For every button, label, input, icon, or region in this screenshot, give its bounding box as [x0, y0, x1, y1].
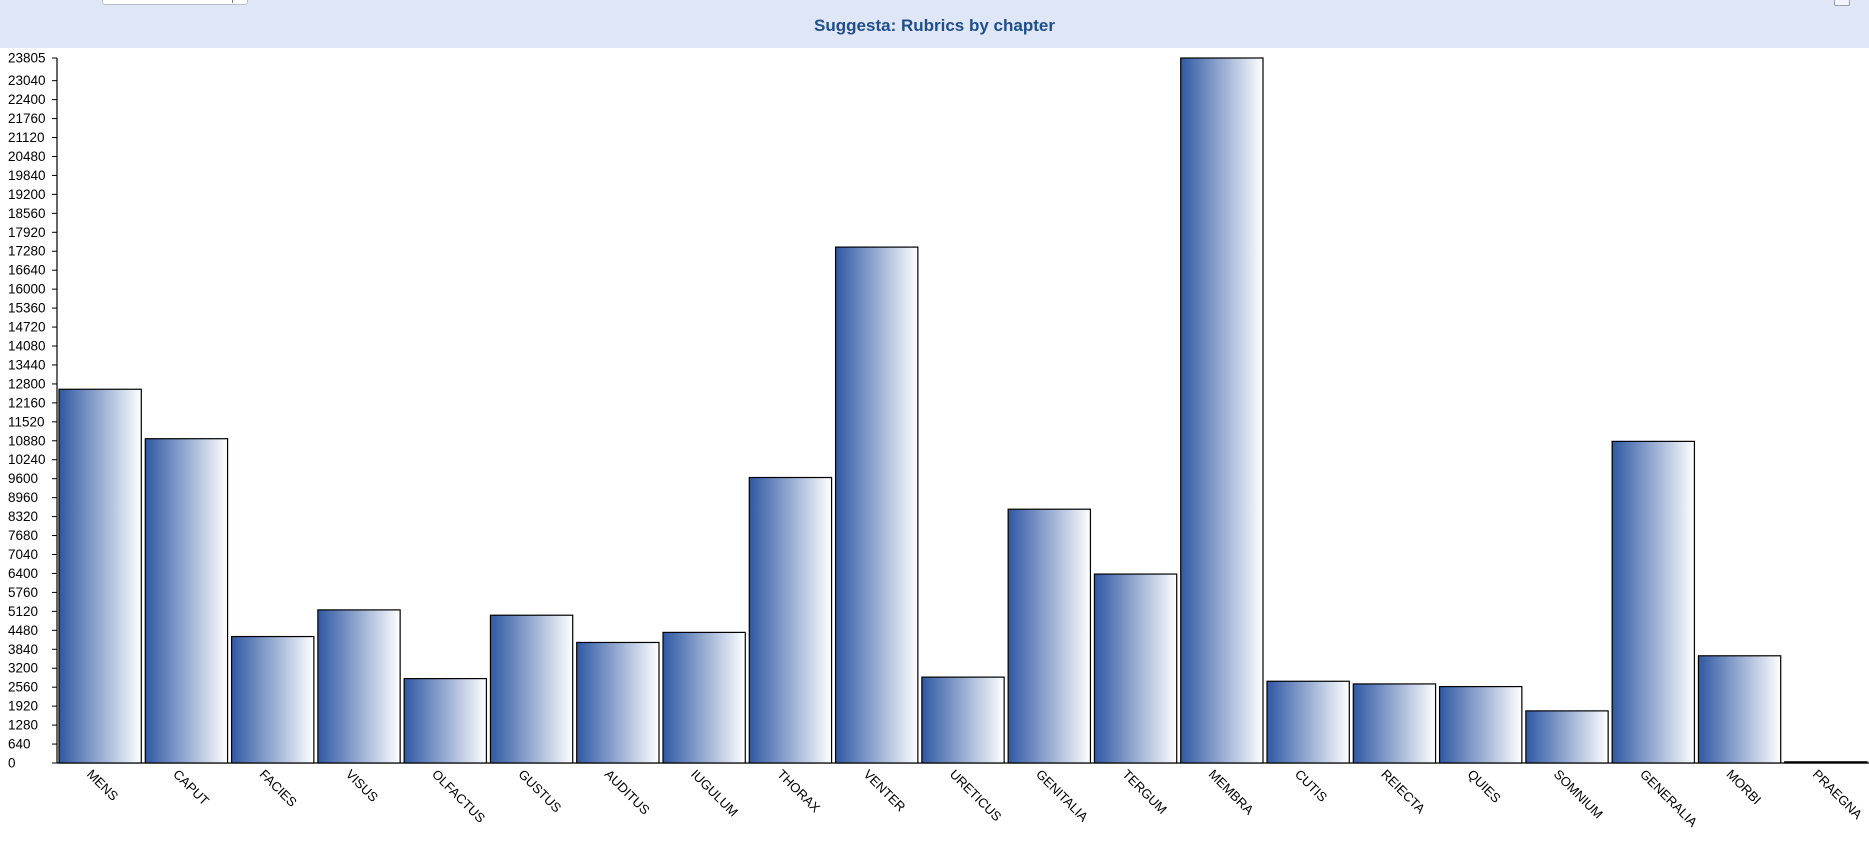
bar-thorax	[748, 476, 833, 764]
y-tick-label: 15360	[8, 301, 46, 316]
y-tick-label: 4480	[8, 623, 38, 638]
bar-auditus	[576, 641, 660, 764]
x-category-label: MORBI	[1723, 767, 1764, 808]
y-tick-label: 21120	[8, 130, 45, 145]
x-category-label: CAPUT	[170, 767, 212, 809]
bar-somnium	[1525, 710, 1609, 764]
y-tick-label: 12800	[8, 376, 46, 391]
chart-header-bar	[0, 0, 1869, 48]
bar-ureticus	[921, 676, 1005, 764]
window-corner-button[interactable]	[1834, 0, 1850, 6]
y-tick-label: 16640	[8, 263, 46, 278]
x-category-label: THORAX	[774, 767, 823, 816]
y-tick-label: 21760	[8, 111, 46, 126]
y-tick-label: 11520	[8, 414, 45, 429]
y-tick-label: 17280	[8, 244, 46, 259]
y-tick-label: 5120	[8, 604, 38, 619]
bar-series	[58, 57, 1868, 764]
x-category-label: PRAEGNA	[1810, 767, 1866, 823]
x-category-label: IUGULUM	[688, 767, 741, 820]
y-tick-label: 3200	[8, 661, 38, 676]
x-category-label: GUSTUS	[515, 767, 564, 816]
bar-facies	[230, 635, 315, 764]
y-tick-label: 10240	[8, 452, 46, 467]
x-category-label: AUDITUS	[602, 767, 653, 818]
y-tick-label: 23040	[8, 73, 46, 88]
y-tick-label: 12160	[8, 395, 46, 410]
y-tick-label: 640	[8, 737, 31, 752]
y-tick-label: 23805	[8, 51, 46, 66]
x-category-label: REIECTA	[1378, 767, 1428, 817]
y-tick-label: 6400	[8, 566, 38, 581]
y-tick-label: 14080	[8, 339, 46, 354]
y-tick-label: 2560	[8, 680, 38, 695]
y-tick-label: 7680	[8, 528, 38, 543]
bar-mens	[58, 388, 142, 764]
x-category-label: GENERALIA	[1637, 767, 1700, 830]
x-axis-labels: MENS CAPUT FACIES VISUS OLFACTUS GUSTUS AUDITU…	[84, 767, 1866, 830]
y-tick-label: 13440	[8, 357, 46, 372]
x-category-label: FACIES	[257, 767, 301, 811]
x-category-label: QUIES	[1465, 767, 1504, 806]
y-tick-label: 1280	[8, 718, 38, 733]
bar-cutis	[1266, 680, 1350, 764]
x-category-label: GENITALIA	[1033, 767, 1091, 825]
y-tick-label: 5760	[8, 585, 38, 600]
y-tick-label: 1920	[8, 699, 38, 714]
x-category-label: VISUS	[343, 767, 381, 805]
bar-morbi	[1697, 655, 1782, 764]
y-tick-label: 8320	[8, 509, 38, 524]
y-tick-label: 3840	[8, 642, 38, 657]
x-category-label: VENTER	[861, 767, 909, 815]
bar-visus	[317, 609, 401, 764]
bar-olfactus	[403, 677, 488, 764]
bar-quies	[1438, 685, 1523, 764]
header-control-label	[2, 0, 82, 2]
y-tick-label: 20480	[8, 149, 46, 164]
bar-chart: 0 640 1280 1920 2560 3200 3840 4480 5120 5760 6400…	[8, 51, 1869, 830]
x-category-label: TERGUM	[1119, 767, 1169, 817]
y-tick-label: 16000	[8, 282, 46, 297]
x-category-label: URETICUS	[947, 767, 1005, 825]
bar-reiecta	[1352, 683, 1437, 764]
x-category-label: MEMBRA	[1206, 767, 1257, 818]
bar-iugulum	[662, 631, 746, 764]
y-tick-label: 19840	[8, 168, 46, 183]
bar-generalia	[1611, 440, 1696, 764]
header-select-field[interactable]	[102, 0, 248, 5]
y-tick-label: 19200	[8, 187, 46, 202]
y-tick-label: 22400	[8, 92, 46, 107]
bar-genitalia	[1007, 508, 1092, 764]
bar-praegna	[1784, 761, 1868, 764]
y-axis-ticks: 0 640 1280 1920 2560 3200 3840 4480 5120 5760 6400…	[8, 51, 57, 771]
bar-venter	[834, 246, 919, 764]
y-tick-label: 14720	[8, 320, 46, 335]
x-category-label: OLFACTUS	[429, 767, 488, 826]
y-tick-label: 18560	[8, 206, 46, 221]
x-category-label: CUTIS	[1292, 767, 1330, 805]
bar-gustus	[489, 614, 574, 764]
y-tick-label: 17920	[8, 225, 46, 240]
bar-membra	[1180, 57, 1264, 764]
x-category-label: SOMNIUM	[1551, 767, 1606, 822]
y-tick-label: 8960	[8, 490, 38, 505]
y-tick-label: 9600	[8, 471, 38, 486]
y-tick-label: 10880	[8, 433, 46, 448]
x-category-label: MENS	[84, 767, 121, 804]
bar-caput	[144, 438, 229, 764]
y-tick-label: 7040	[8, 547, 38, 562]
y-tick-label: 0	[8, 756, 16, 771]
bar-tergum	[1093, 573, 1178, 764]
chart-title: Suggesta: Rubrics by chapter	[814, 16, 1055, 35]
chevron-down-icon[interactable]	[232, 0, 245, 3]
